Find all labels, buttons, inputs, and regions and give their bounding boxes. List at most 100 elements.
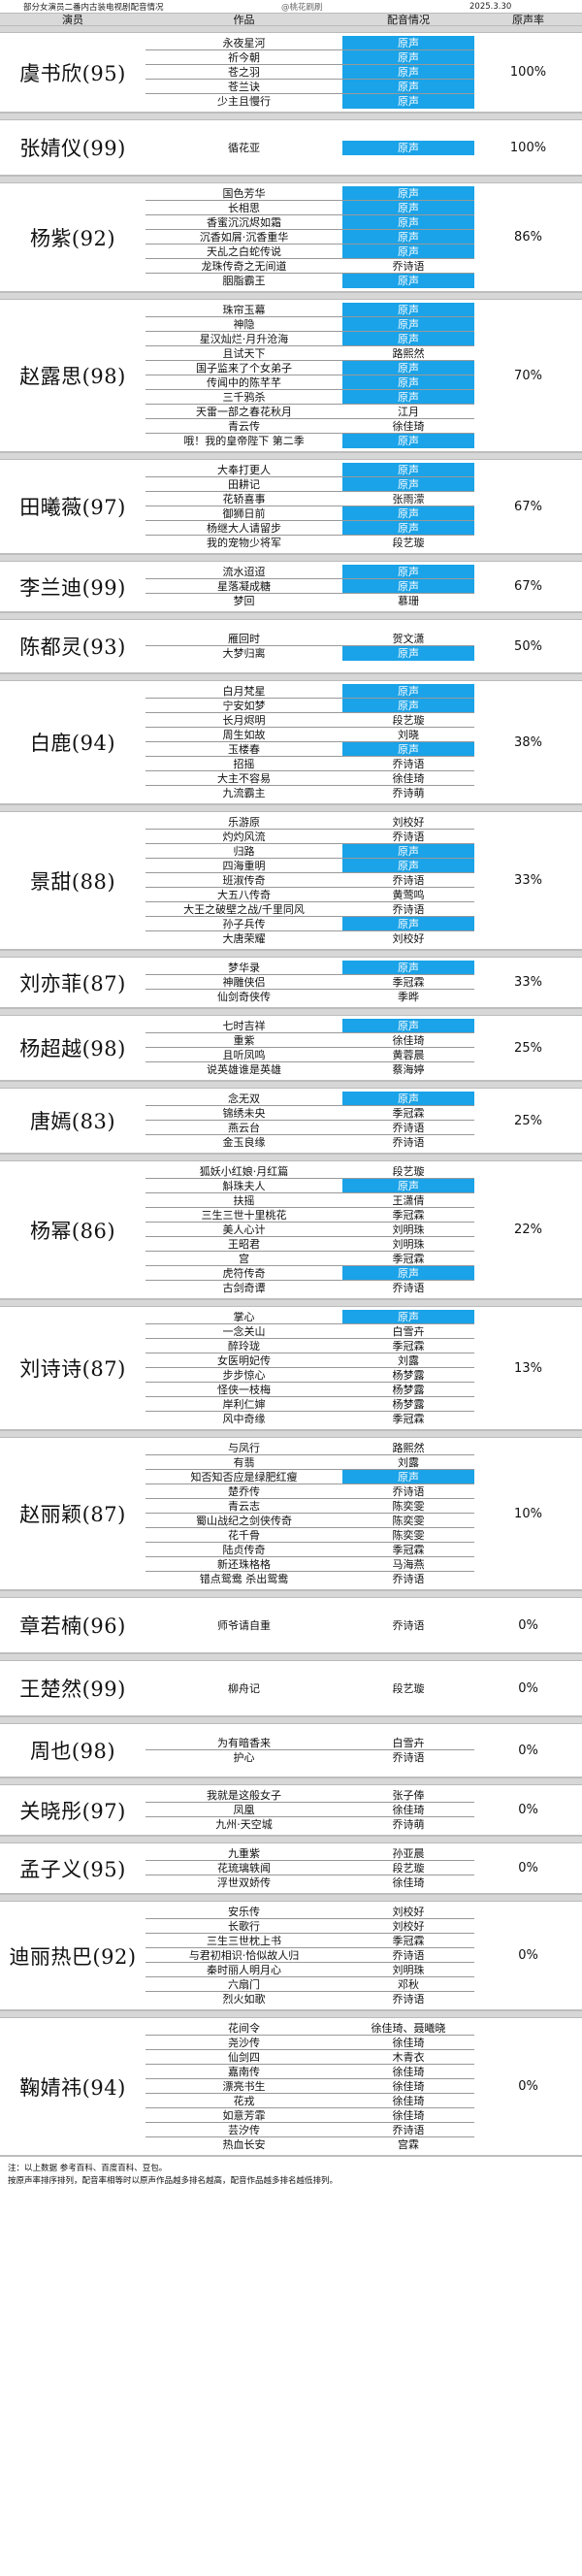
work-title: 为有暗香来	[217, 1737, 271, 1749]
works-list: 狐妖小红娘·月红篇 段艺璇 斛珠夫人 原声 扶摇 王潇倩 三生三世十里桃花 季冠霖 美人心计 刘明…	[146, 1161, 474, 1298]
work-title: 少主且慢行	[217, 95, 271, 108]
block-separator	[0, 2011, 582, 2018]
block-separator	[0, 1300, 582, 1307]
table-row: 浮世双娇传 徐佳琦	[146, 1875, 474, 1890]
table-row: 周生如故 刘晓	[146, 728, 474, 742]
work-title: 招摇	[233, 758, 255, 770]
voice-actor-cell: 刘校好	[392, 1920, 425, 1933]
table-body: 虞书欣(95) 永夜星河 原声 祈今朝 原声 苍之羽 原声 苍兰诀 原声 少主且慢行 原声 100% 张…	[0, 26, 582, 2157]
block-separator	[0, 674, 582, 681]
table-row: 芸汐传 乔诗语	[146, 2123, 474, 2137]
works-list: 掌心 原声 一念关山 白雪卉 醉玲珑 季冠霖 女医明妃传 刘露 步步惊心 杨梦露 怪侠一枝梅 杨梦露岸…	[146, 1307, 474, 1429]
original-voice-rate: 100%	[509, 65, 547, 80]
work-title: 漂亮书生	[222, 2080, 266, 2093]
work-title: 龙珠传奇之无间道	[201, 260, 287, 273]
original-voice-rate: 67%	[514, 579, 542, 594]
table-row: 梦华录 原声	[146, 961, 474, 975]
table-row: 青云传 徐佳琦	[146, 419, 474, 434]
table-row: 仙剑四 木青衣	[146, 2050, 474, 2065]
table-row: 天乩之白蛇传说 原声	[146, 245, 474, 259]
works-list: 珠帘玉幕 原声 神隐 原声 星汉灿烂·月升沧海 原声 且试天下 路熙然 国子监来了个女弟子 原声传…	[146, 300, 474, 451]
work-title: 苍兰诀	[228, 81, 260, 93]
original-voice-cell: 原声	[342, 579, 474, 593]
works-list: 雁回时 贺文潇 大梦归离 原声	[146, 620, 474, 672]
works-list: 为有暗香来 白雪卉 护心 乔诗语	[146, 1724, 474, 1777]
table-row: 大五八传奇 黄莺鸣	[146, 888, 474, 902]
original-voice-rate: 100%	[509, 140, 547, 155]
table-row: 醉玲珑 季冠霖	[146, 1339, 474, 1353]
work-title: 天乩之白蛇传说	[207, 245, 281, 258]
table-row: 嘉南传 徐佳琦	[146, 2065, 474, 2079]
work-title: 浮世双娇传	[217, 1876, 271, 1889]
work-title: 大梦归离	[222, 647, 266, 660]
work-title: 有翡	[233, 1456, 255, 1469]
table-row: 仙剑奇侠传 季晔	[146, 990, 474, 1004]
table-row: 错点鸳鸯 杀出鸳鸯 乔诗语	[146, 1572, 474, 1586]
work-title: 香蜜沉沉烬如霜	[207, 216, 281, 229]
original-voice-rate: 50%	[514, 638, 542, 654]
original-voice-cell: 原声	[342, 684, 474, 698]
work-title: 岸利仁婶	[222, 1398, 266, 1411]
work-title: 锦绣未央	[222, 1107, 266, 1120]
voice-actor-cell: 刘校好	[392, 932, 425, 945]
work-title: 田耕记	[228, 478, 260, 491]
work-title: 花轿喜事	[222, 493, 266, 505]
actor-block: 李兰迪(99) 流水迢迢 原声 星落凝成糖 原声 梦回 慕珊 67%	[0, 555, 582, 613]
table-row: 三生三世枕上书 季冠霖	[146, 1934, 474, 1948]
block-separator	[0, 453, 582, 460]
table-row: 苍兰诀 原声	[146, 80, 474, 94]
original-voice-cell: 原声	[342, 65, 474, 79]
voice-actor-cell: 杨梦露	[392, 1369, 425, 1382]
original-voice-rate: 67%	[514, 499, 542, 514]
original-voice-cell: 原声	[342, 917, 474, 930]
voice-actor-cell: 张雨濛	[392, 493, 425, 505]
work-title: 传闻中的陈芊芊	[207, 376, 281, 389]
work-title: 我的宠物少将军	[207, 537, 281, 549]
voice-actor-cell: 季冠霖	[392, 976, 425, 989]
table-row: 师爷请自重 乔诗语	[146, 1618, 474, 1633]
work-title: 柳舟记	[228, 1681, 260, 1695]
table-row: 御狮日前 原声	[146, 506, 474, 521]
actor-name: 刘亦菲(87)	[19, 971, 126, 995]
header-actor: 演员	[62, 14, 83, 26]
table-row: 国色芳华 原声	[146, 186, 474, 201]
work-title: 七时吉祥	[222, 1020, 266, 1032]
table-row: 三千鸦杀 原声	[146, 390, 474, 405]
work-title: 仙剑四	[228, 2051, 260, 2064]
original-voice-rate: 22%	[514, 1223, 542, 1237]
table-row: 孙子兵传 原声	[146, 917, 474, 931]
block-separator	[0, 805, 582, 812]
work-title: 燕云台	[228, 1122, 260, 1134]
actor-block: 景甜(88) 乐游原 刘校好 灼灼风流 乔诗语 归路 原声 四海重明 原声 班淑传奇 乔诗语 大五八传…	[0, 805, 582, 951]
original-voice-cell: 原声	[342, 1266, 474, 1280]
header-voice: 配音情况	[387, 14, 430, 26]
voice-actor-cell: 木青衣	[392, 2051, 425, 2064]
work-title: 花千骨	[228, 1529, 260, 1542]
original-voice-cell: 原声	[342, 961, 474, 974]
voice-actor-cell: 乔诗语	[392, 1993, 425, 2005]
block-separator	[0, 1654, 582, 1661]
table-row: 为有暗香来 白雪卉	[146, 1736, 474, 1750]
voice-actor-cell: 段艺璇	[392, 1862, 425, 1875]
original-voice-cell: 原声	[342, 317, 474, 331]
voice-actor-cell: 蔡海婷	[392, 1063, 425, 1076]
work-title: 女医明妃传	[217, 1354, 271, 1367]
table-row: 大唐荣耀 刘校好	[146, 931, 474, 946]
work-title: 梦回	[233, 595, 255, 607]
works-list: 白月梵星 原声 宁安如梦 原声 长月烬明 段艺璇 周生如故 刘晓 玉楼春 原声 招摇 乔诗语 大主不容易…	[146, 681, 474, 803]
table-row: 玉楼春 原声	[146, 742, 474, 757]
table-row: 烈火如歌 乔诗语	[146, 1992, 474, 2006]
voice-actor-cell: 徐佳琦	[392, 2066, 425, 2078]
actor-block: 赵露思(98) 珠帘玉幕 原声 神隐 原声 星汉灿烂·月升沧海 原声 且试天下 路熙然 国子监来了…	[0, 293, 582, 453]
table-row: 热血长安 宫霖	[146, 2137, 474, 2152]
table-row: 我的宠物少将军 段艺璇	[146, 536, 474, 550]
work-title: 流水迢迢	[222, 566, 266, 578]
table-row: 陆贞传奇 季冠霖	[146, 1543, 474, 1557]
footnote-1: 注：以上数据 参考百科、百度百科、豆包。	[8, 2164, 168, 2173]
table-row: 星汉灿烂·月升沧海 原声	[146, 332, 474, 346]
work-title: 苍之羽	[228, 66, 260, 79]
work-title: 珠帘玉幕	[222, 304, 266, 316]
actor-name: 孟子义(95)	[19, 1857, 126, 1881]
work-title: 念无双	[228, 1092, 260, 1105]
table-row: 六扇门 邓秋	[146, 1977, 474, 1992]
